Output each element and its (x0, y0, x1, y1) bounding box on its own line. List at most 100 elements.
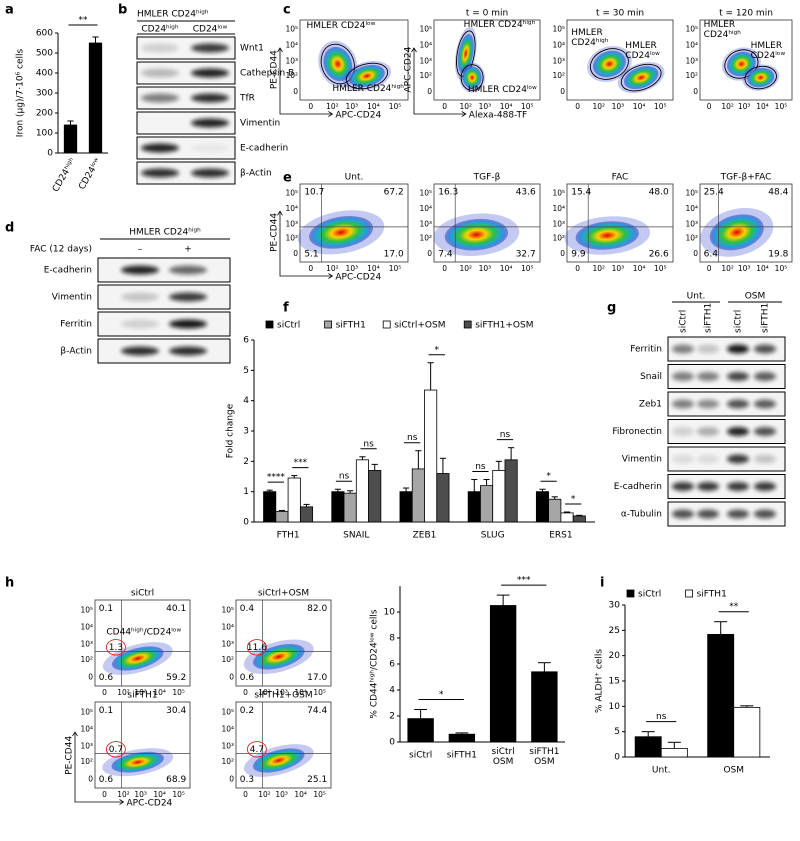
y-tick-label: 0 (88, 672, 93, 681)
legend-swatch (265, 320, 274, 329)
error-bar (266, 489, 273, 492)
blot-band (141, 93, 179, 103)
x-tick-label: CD24ˡᵒʷ (77, 156, 103, 191)
panel-letter: b (118, 3, 127, 18)
x-tick-label: 10² (117, 688, 130, 697)
y-tick-label: 10³ (221, 640, 234, 649)
x-tick-label: siCtrl OSM (491, 747, 515, 767)
lane-label: CD24ˡᵒʷ (193, 25, 228, 35)
y-tick-label: 0 (427, 249, 432, 258)
plot-frame (433, 19, 541, 101)
y-tick-label: 10³ (285, 220, 298, 229)
x-tick-label: 0 (707, 264, 712, 273)
blot-frame (97, 311, 231, 337)
panel-letter: d (5, 221, 14, 236)
y-axis-label: PE-CD44 (270, 213, 280, 252)
blot-band (191, 168, 229, 178)
y-tick-label: 10⁵ (80, 605, 93, 614)
error-bar (641, 731, 655, 737)
gate (320, 43, 355, 85)
y-tick-label: 6 (389, 660, 395, 670)
plot-frame (235, 599, 332, 687)
bar (287, 477, 301, 523)
y-tick-label: 0 (229, 774, 234, 783)
y-tick-label: 2 (243, 457, 249, 467)
blot-frame (97, 257, 231, 283)
panel-letter: i (600, 576, 604, 591)
quadrant-value: 48.0 (649, 187, 669, 197)
bar (467, 491, 481, 523)
population-label-box: HMLER CD24ʰⁱᵍʰ (332, 83, 404, 94)
blot-band (727, 399, 749, 409)
y-tick-label: 10⁵ (285, 25, 298, 34)
quadrant-value: 74.4 (307, 706, 327, 716)
blot-row-label: β-Actin (60, 347, 92, 357)
quadrant-value: 30.4 (166, 706, 186, 716)
y-tick-label: 500 (36, 49, 53, 59)
blot-frame (97, 284, 231, 310)
x-axis-label: APC-CD24 (335, 273, 381, 283)
blot-band (727, 482, 749, 491)
x-tick-label: 10³ (346, 264, 359, 273)
significance-label: **** (267, 473, 286, 483)
x-axis-label: APC-CD24 (335, 111, 381, 121)
blot-band (169, 292, 207, 302)
x-tick-label: 10² (593, 102, 606, 111)
blot-band (121, 265, 159, 275)
bar (343, 492, 357, 523)
y-tick-label: 10⁴ (285, 204, 298, 213)
bar (548, 498, 562, 523)
population-label: HMLER CD24ˡᵒʷ (625, 40, 660, 61)
quadrant-value: 16.3 (438, 187, 458, 197)
y-tick-label: 10⁵ (685, 25, 698, 34)
y-tick-label: 5 (243, 366, 249, 376)
quadrant-value: 43.6 (516, 187, 536, 197)
quadrant-value: 0.3 (240, 775, 254, 785)
y-tick-label: 30 (609, 601, 621, 611)
x-tick-label: 10⁵ (654, 102, 667, 111)
population-label-box: HMLER CD24ˡᵒʷ (468, 85, 537, 95)
x-tick-label: 10⁵ (775, 264, 788, 273)
y-tick-label: 0 (243, 518, 249, 528)
plot-frame (94, 599, 191, 687)
gate (620, 63, 662, 92)
y-tick-label: 10⁴ (221, 725, 234, 734)
y-tick-label: 8 (389, 634, 395, 644)
panel-letter: a (5, 3, 14, 18)
error-bar (455, 732, 469, 735)
quadrant-value: 0.6 (99, 775, 114, 785)
error-bar (508, 447, 515, 460)
y-tick-label: 400 (36, 69, 53, 79)
plot-title: TGF-β+FAC (720, 173, 772, 183)
plot-frame (235, 701, 332, 789)
lane-label: siCtrl (679, 310, 689, 333)
group-label: OSM (745, 292, 766, 302)
density (592, 50, 626, 78)
quadrant-value: 59.2 (166, 673, 186, 683)
legend-label: siCtrl+OSM (394, 321, 445, 331)
density (111, 751, 164, 773)
quadrant-value: 6.4 (704, 250, 719, 260)
y-tick-label: 10⁵ (221, 707, 234, 716)
population-label: HMLER CD24ʰⁱᵍʰ (332, 83, 404, 94)
x-tick-label-box: siFTH1 OSM (529, 747, 559, 767)
y-tick-label: 10⁴ (419, 204, 432, 213)
bar (572, 515, 586, 523)
population-label-box: HMLER CD24ˡᵒʷ (625, 40, 660, 61)
quadrant-value: 10.7 (304, 187, 324, 197)
x-tick-label: 0 (575, 264, 580, 273)
y-tick-label: 0 (293, 87, 298, 96)
quadrant-value: 0.1 (99, 706, 113, 716)
error-bar (359, 456, 366, 460)
x-tick-label: 10⁵ (521, 264, 534, 273)
quadrant-value: 15.4 (571, 187, 591, 197)
x-tick-label: 10⁵ (775, 102, 788, 111)
y-tick-label: 300 (36, 89, 53, 99)
y-tick-label: 10⁴ (80, 623, 93, 632)
legend-swatch (463, 320, 472, 329)
x-tick-label: 10³ (134, 790, 147, 799)
y-axis-label: % ALDH⁺ cells (595, 649, 605, 713)
y-tick-label: 10² (80, 757, 93, 766)
y-tick-label: 10² (80, 655, 93, 664)
x-tick-label: 10³ (479, 102, 492, 111)
